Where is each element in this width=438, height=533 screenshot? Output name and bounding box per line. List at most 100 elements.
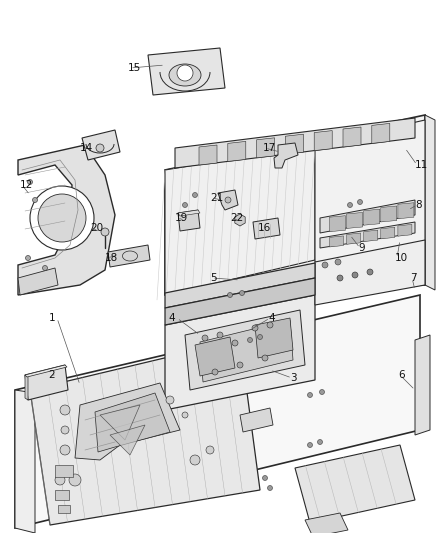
Polygon shape: [398, 224, 412, 236]
Circle shape: [101, 228, 109, 236]
Polygon shape: [314, 131, 332, 151]
Bar: [58, 505, 70, 513]
Circle shape: [262, 475, 268, 481]
Polygon shape: [329, 216, 346, 232]
Polygon shape: [372, 124, 390, 143]
Text: 17: 17: [263, 143, 276, 153]
Polygon shape: [255, 318, 293, 358]
Ellipse shape: [169, 64, 201, 86]
Text: 22: 22: [230, 213, 243, 223]
Polygon shape: [257, 138, 275, 158]
Text: 3: 3: [290, 373, 297, 383]
Polygon shape: [200, 320, 293, 382]
Polygon shape: [30, 340, 260, 525]
Circle shape: [307, 392, 312, 398]
Polygon shape: [425, 115, 435, 290]
Circle shape: [190, 455, 200, 465]
Circle shape: [237, 362, 243, 368]
Circle shape: [61, 426, 69, 434]
Circle shape: [322, 262, 328, 268]
Polygon shape: [15, 390, 35, 533]
Circle shape: [319, 390, 325, 394]
Circle shape: [28, 180, 32, 184]
Polygon shape: [148, 48, 225, 95]
Polygon shape: [346, 233, 360, 244]
Text: 19: 19: [175, 213, 188, 223]
Polygon shape: [343, 127, 361, 147]
Polygon shape: [320, 200, 415, 233]
Polygon shape: [364, 209, 380, 225]
Circle shape: [357, 199, 363, 205]
Text: 20: 20: [90, 223, 103, 233]
Circle shape: [60, 405, 70, 415]
Polygon shape: [274, 143, 298, 168]
Polygon shape: [95, 393, 170, 452]
Circle shape: [55, 475, 65, 485]
Circle shape: [247, 337, 252, 343]
Circle shape: [182, 412, 188, 418]
Polygon shape: [240, 408, 273, 432]
Polygon shape: [381, 227, 395, 239]
Circle shape: [202, 335, 208, 341]
Polygon shape: [178, 210, 200, 216]
Circle shape: [225, 197, 231, 203]
Circle shape: [352, 272, 358, 278]
Circle shape: [212, 369, 218, 375]
Text: 12: 12: [20, 180, 33, 190]
Polygon shape: [315, 120, 425, 285]
Text: 18: 18: [105, 253, 118, 263]
Circle shape: [30, 186, 94, 250]
Polygon shape: [165, 263, 315, 308]
Text: 10: 10: [395, 253, 408, 263]
Circle shape: [177, 65, 193, 81]
Text: 14: 14: [80, 143, 93, 153]
Text: 4: 4: [168, 313, 175, 323]
Text: 6: 6: [398, 370, 405, 380]
Polygon shape: [346, 213, 363, 229]
Polygon shape: [82, 130, 120, 160]
Circle shape: [232, 340, 238, 346]
Circle shape: [60, 445, 70, 455]
Circle shape: [25, 255, 31, 261]
Circle shape: [240, 290, 244, 295]
Polygon shape: [25, 375, 28, 400]
Polygon shape: [398, 203, 414, 219]
Circle shape: [42, 265, 47, 271]
Polygon shape: [110, 425, 145, 455]
Polygon shape: [320, 222, 415, 248]
Polygon shape: [185, 310, 305, 390]
Text: 5: 5: [210, 273, 217, 283]
Polygon shape: [100, 405, 140, 440]
Polygon shape: [75, 383, 180, 460]
Circle shape: [183, 203, 187, 207]
Circle shape: [335, 259, 341, 265]
Circle shape: [347, 203, 353, 207]
Polygon shape: [178, 210, 200, 231]
Circle shape: [192, 192, 198, 198]
Circle shape: [307, 442, 312, 448]
Polygon shape: [25, 365, 68, 400]
Polygon shape: [218, 190, 238, 210]
Polygon shape: [15, 295, 420, 528]
Polygon shape: [25, 365, 67, 377]
Polygon shape: [18, 145, 115, 295]
Circle shape: [252, 325, 258, 331]
Circle shape: [268, 486, 272, 490]
Text: 4: 4: [268, 313, 275, 323]
Circle shape: [69, 474, 81, 486]
Polygon shape: [315, 240, 425, 305]
Circle shape: [96, 144, 104, 152]
Polygon shape: [381, 206, 397, 222]
Polygon shape: [108, 245, 150, 267]
Bar: [55, 490, 69, 500]
Polygon shape: [165, 295, 315, 410]
Bar: [55, 465, 73, 477]
Text: 15: 15: [128, 63, 141, 73]
Polygon shape: [329, 236, 343, 247]
Circle shape: [227, 293, 233, 297]
Circle shape: [367, 269, 373, 275]
Text: 11: 11: [415, 160, 428, 170]
Polygon shape: [195, 337, 235, 376]
Circle shape: [217, 332, 223, 338]
Circle shape: [267, 322, 273, 328]
